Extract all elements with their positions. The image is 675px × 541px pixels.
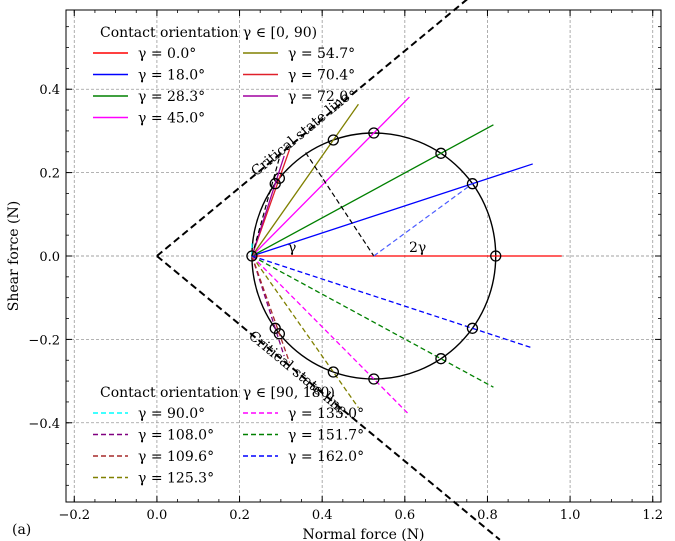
x-tick-label-3: 0.4 [312,508,333,523]
upper-ray-2 [251,124,494,257]
x-tick-label-2: 0.2 [229,508,250,523]
y-tick-label-1: −0.2 [28,333,60,348]
y-tick-label-2: 0.0 [39,250,60,265]
lower-ray-2 [251,255,291,363]
lower-legend-label-5: γ = 151.7° [288,428,364,444]
upper-legend-label-2: γ = 28.3° [138,89,205,105]
construction-line-2 [305,152,375,257]
x-tick-label-6: 1.0 [560,508,581,523]
x-axis-title: Normal force (N) [303,527,425,541]
lower-ray-5 [251,255,494,388]
lower-contact-point-2 [273,328,286,340]
upper-contact-point-3 [368,127,380,139]
upper-legend-label-0: γ = 0.0° [138,46,196,62]
two-gamma-annotation: 2γ [409,240,426,256]
critical-state-line-lower [156,255,501,541]
x-tick-label-5: 0.8 [477,508,498,523]
lower-contact-point-4 [368,373,380,385]
origin-point [246,250,258,262]
lower-contact-point-5 [435,353,447,365]
construction-line-1 [251,152,282,257]
upper-legend-label-6: γ = 72.0° [288,89,355,105]
upper-ray-1 [251,163,533,257]
critical-state-line-upper [156,0,468,257]
y-tick-label-4: 0.4 [39,83,60,98]
upper-legend-label-5: γ = 70.4° [288,68,355,84]
lower-ray-3 [251,255,359,409]
lower-legend-label-1: γ = 108.0° [138,428,214,444]
x-tick-label-4: 0.6 [394,508,415,523]
upper-ray-4 [251,103,359,257]
x-tick-label-7: 1.2 [642,508,663,523]
lower-legend-label-6: γ = 162.0° [288,449,364,465]
upper-legend-label-3: γ = 45.0° [138,111,205,127]
upper-contact-point-0 [490,250,502,262]
lower-legend-label-3: γ = 125.3° [138,471,214,487]
legends: Contact orientation γ ∈ [0, 90) γ = 0.0° γ… [93,25,364,487]
lower-legend-label-2: γ = 109.6° [138,449,214,465]
y-tick-label-3: 0.2 [39,167,60,182]
y-tick-label-0: −0.4 [28,417,60,432]
gamma-annotation: γ [288,240,296,256]
upper-contact-point-4 [327,134,339,146]
upper-legend-label-4: γ = 54.7° [288,46,355,62]
x-tick-label-0: −0.2 [58,508,90,523]
x-tick-label-1: 0.0 [147,508,168,523]
upper-contact-point-2 [435,147,447,159]
upper-contact-point-1 [466,178,479,190]
y-axis-title: Shear force (N) [6,201,22,311]
construction-line-2gamma [373,183,473,257]
upper-legend-label-1: γ = 18.0° [138,68,205,84]
lower-ray-6 [251,255,533,349]
lower-ray-4 [251,255,410,416]
lower-legend-title: Contact orientation γ ∈ [90, 180) [100,385,335,401]
upper-ray-3 [251,96,410,257]
lower-contact-point-3 [327,366,339,378]
upper-ray-6 [251,155,285,257]
lower-legend-label-0: γ = 90.0° [138,406,205,422]
axes: −0.2 0.0 0.2 0.4 0.6 0.8 1.0 1.2 −0.4 −0.2 0.0 0.2 0… [28,9,663,523]
upper-legend-title: Contact orientation γ ∈ [0, 90) [100,25,317,41]
lower-contact-point-6 [466,322,479,334]
upper-contact-point-6 [269,178,281,190]
lower-legend-label-4: γ = 135.0° [288,406,364,422]
panel-label: (a) [12,522,31,538]
